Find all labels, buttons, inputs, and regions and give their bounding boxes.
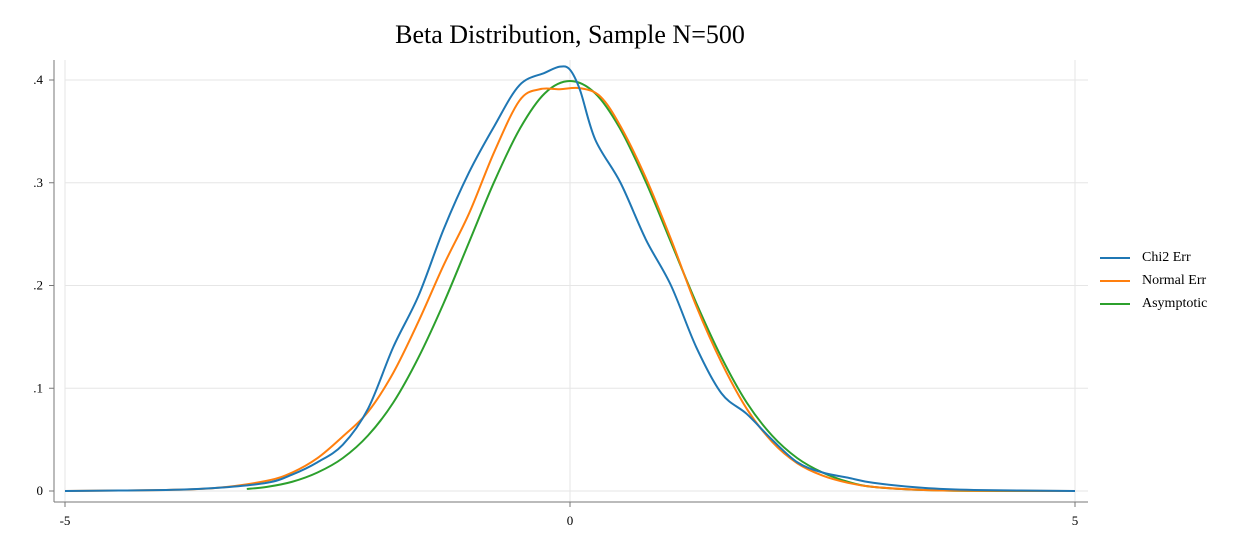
legend-label: Asymptotic [1142, 295, 1208, 311]
series-line-chi2-err [64, 65, 1076, 492]
legend: Chi2 Err Normal Err Asymptotic [1100, 246, 1207, 315]
legend-item-normal-err: Normal Err [1100, 269, 1207, 292]
y-tick-label: .3 [33, 175, 43, 190]
series-line-asymptotic [246, 80, 1076, 493]
legend-label: Chi2 Err [1142, 249, 1191, 265]
gridlines [64, 60, 1088, 502]
chart-title: Beta Distribution, Sample N=500 [395, 20, 745, 49]
x-tick-label: -5 [60, 513, 71, 528]
y-tick-label: 0 [37, 483, 44, 498]
legend-swatch [1100, 256, 1130, 259]
x-tick-label: 5 [1072, 513, 1079, 528]
legend-item-asymptotic: Asymptotic [1100, 292, 1207, 315]
legend-swatch [1100, 279, 1130, 282]
legend-item-chi2-err: Chi2 Err [1100, 246, 1207, 269]
y-tick-label: .4 [33, 72, 43, 87]
legend-swatch [1100, 302, 1130, 305]
y-tick-label: .1 [33, 380, 43, 395]
axes: 0 .1 .2 .3 .4 -5 0 5 [33, 60, 1088, 528]
series-lines [64, 65, 1076, 493]
legend-label: Normal Err [1142, 272, 1207, 288]
y-tick-label: .2 [33, 278, 43, 293]
x-tick-label: 0 [567, 513, 574, 528]
series-line-normal-err [64, 86, 1076, 492]
